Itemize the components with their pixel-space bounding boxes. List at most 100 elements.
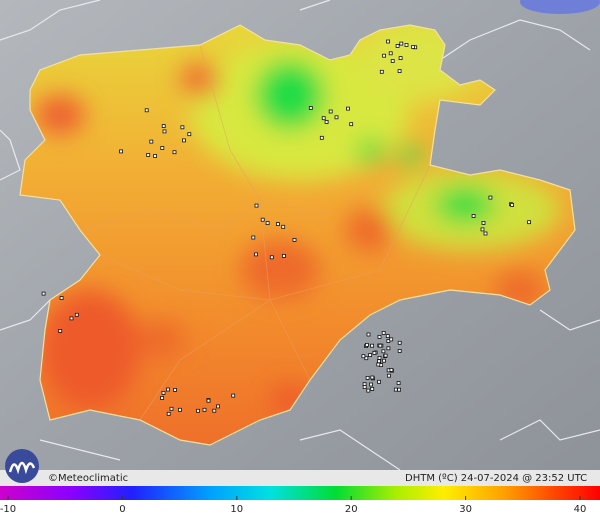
colorbar-tick-label: 20 (345, 504, 358, 515)
station (382, 53, 387, 58)
logo-mark (8, 461, 36, 475)
station (292, 237, 297, 242)
station (308, 106, 313, 110)
sea (520, 0, 600, 14)
station (166, 411, 171, 416)
station (381, 358, 386, 363)
colorbar-tick-label: 0 (119, 504, 125, 515)
station (265, 221, 270, 226)
station (364, 356, 369, 361)
colorbar-tick-label: -10 (0, 504, 16, 515)
borders (0, 0, 600, 471)
station (69, 316, 74, 321)
station (254, 252, 259, 257)
station (389, 367, 394, 372)
station (395, 44, 400, 48)
station (370, 375, 375, 380)
station (41, 291, 46, 296)
stations (41, 39, 531, 416)
station (398, 56, 403, 60)
footer-strip (0, 470, 600, 486)
station (334, 115, 339, 120)
station (173, 387, 177, 392)
station (254, 203, 259, 208)
station (177, 407, 182, 412)
station (269, 255, 274, 260)
station (216, 404, 221, 409)
station (328, 109, 333, 114)
station (379, 69, 384, 74)
station (324, 120, 329, 124)
station (510, 202, 515, 207)
station (160, 146, 165, 150)
station (381, 330, 386, 335)
station (231, 393, 236, 398)
station (404, 43, 409, 47)
station (377, 355, 382, 360)
colorbar-tick-label: 10 (230, 504, 243, 515)
station (372, 350, 377, 355)
station (365, 375, 370, 380)
station (346, 106, 350, 111)
station (397, 387, 402, 392)
station (281, 253, 286, 258)
station (388, 51, 393, 56)
colorbar-tick-label: 40 (574, 504, 587, 515)
station (251, 235, 256, 240)
logo (5, 449, 39, 483)
station (349, 122, 354, 127)
station (260, 217, 265, 222)
station (397, 349, 402, 353)
station (153, 154, 158, 158)
station (397, 69, 402, 73)
station (319, 135, 324, 140)
station (389, 337, 394, 342)
station (169, 406, 174, 411)
station (376, 362, 381, 367)
station (481, 220, 486, 225)
credit: ©Meteoclimatic (48, 473, 128, 484)
station (397, 340, 402, 345)
station (377, 379, 382, 384)
station (366, 388, 371, 393)
station (370, 386, 375, 391)
caption: DHTM (ºC) 24-07-2024 @ 23:52 UTC (405, 473, 587, 484)
station (187, 132, 192, 137)
station (411, 45, 416, 49)
station (396, 381, 401, 386)
station (180, 125, 185, 130)
station (321, 116, 326, 121)
station (364, 342, 369, 347)
station (488, 195, 493, 200)
station (393, 387, 398, 392)
station (161, 124, 166, 128)
station (361, 354, 366, 359)
station (160, 396, 165, 400)
station (383, 353, 388, 358)
station (59, 296, 64, 301)
station (527, 220, 531, 225)
station (182, 138, 186, 143)
station (378, 343, 383, 348)
station (381, 349, 386, 354)
colorbar-tick-label: 30 (459, 504, 472, 515)
station (119, 149, 123, 154)
station (377, 359, 381, 364)
station (369, 382, 373, 387)
station (377, 334, 382, 339)
station (386, 373, 391, 378)
station (206, 398, 211, 403)
station (366, 332, 371, 337)
station (146, 152, 151, 157)
station (390, 59, 395, 63)
station (480, 227, 485, 232)
station (162, 129, 167, 134)
station (386, 346, 391, 351)
station (74, 312, 79, 317)
station (196, 408, 200, 413)
station (212, 408, 217, 413)
station (202, 407, 207, 412)
station (172, 150, 177, 155)
station (362, 385, 367, 390)
